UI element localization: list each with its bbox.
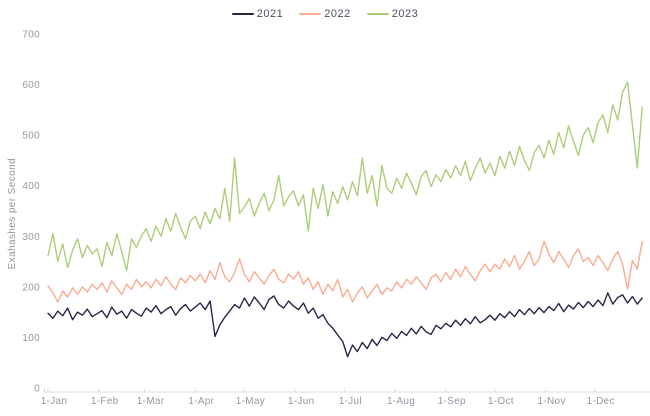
y-tick-label: 300 [22, 232, 40, 243]
x-tick-label: 1-Nov [538, 396, 566, 407]
y-tick-label: 100 [22, 333, 40, 344]
y-tick-label: 400 [22, 181, 40, 192]
x-tick-label: 1-Mar [137, 396, 165, 407]
legend-item-2023[interactable]: 2023 [366, 8, 419, 20]
legend-item-2021[interactable]: 2021 [231, 8, 284, 20]
legend-swatch-2021 [231, 12, 254, 16]
y-tick-label: 0 [34, 384, 40, 395]
x-tick-label: 1-Aug [387, 396, 415, 407]
x-tick-label: 1-Sep [438, 396, 466, 407]
legend-item-2022[interactable]: 2022 [299, 8, 350, 20]
x-tick-label: 1-Dec [587, 396, 615, 407]
series-line-2021 [47, 292, 643, 358]
y-tick-label: 600 [22, 80, 40, 91]
legend-label-2023: 2023 [391, 8, 419, 20]
legend-swatch-2023 [366, 12, 389, 16]
y-tick-label: 700 [22, 30, 40, 41]
series-line-2023 [47, 81, 643, 272]
x-tick-label: 1-Oct [488, 396, 514, 407]
x-tick-label: 1-Jun [288, 396, 315, 407]
y-axis-title: Exahashes per Second [7, 158, 18, 270]
legend-label-2022: 2022 [324, 8, 351, 20]
x-tick-label: 1-May [236, 396, 265, 407]
x-tick-label: 1-Apr [188, 396, 214, 407]
y-tick-label: 500 [22, 131, 40, 142]
chart-legend: 2021 2022 2023 [0, 8, 650, 20]
x-tick-label: 1-Feb [91, 396, 119, 407]
legend-label-2021: 2021 [256, 8, 284, 20]
x-tick-label: 1-Jul [339, 396, 362, 407]
legend-swatch-2022 [299, 12, 322, 16]
series-line-2022 [47, 240, 643, 303]
x-tick-label: 1-Jan [41, 396, 68, 407]
y-tick-label: 200 [22, 282, 40, 293]
